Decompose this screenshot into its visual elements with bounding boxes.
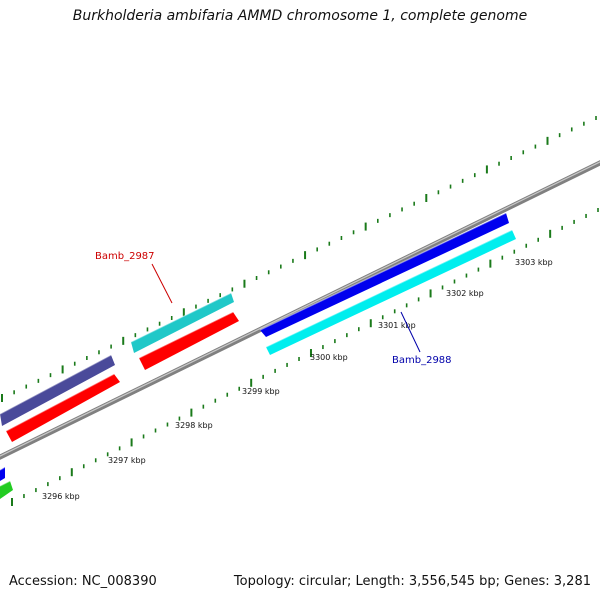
gene-blue-edge[interactable]: [0, 467, 5, 481]
tick-label-3303: 3303 kbp: [515, 258, 553, 267]
accession-text: Accession: NC_008390: [9, 574, 157, 589]
tick-label-3298: 3298 kbp: [175, 421, 213, 430]
chromosome-backbone: [0, 160, 600, 460]
gene-slate-left[interactable]: [0, 355, 115, 426]
tick-label-3297: 3297 kbp: [108, 456, 146, 465]
bamb-2988-label[interactable]: Bamb_2988: [392, 355, 452, 366]
gene-slate-left-highlight: [0, 354, 112, 415]
gene-cyan-mid[interactable]: [131, 293, 234, 353]
gene-bamb-2987[interactable]: [139, 312, 239, 370]
inner-tick-marks: [11, 208, 599, 506]
gene-red-left[interactable]: [6, 374, 120, 442]
gene-bamb-2988[interactable]: [266, 230, 516, 355]
gene-cyan-mid-highlight: [130, 292, 232, 343]
tick-label-3302: 3302 kbp: [446, 289, 484, 298]
bamb-2987-leader-line: [151, 263, 173, 304]
gene-red-left-highlight: [5, 373, 115, 432]
outer-tick-marks: [1, 116, 597, 402]
bamb-2987-label[interactable]: Bamb_2987: [95, 251, 155, 262]
tick-label-3296: 3296 kbp: [42, 492, 80, 501]
tick-label-3301: 3301 kbp: [378, 321, 416, 330]
bamb-2988-leader-line: [400, 311, 421, 353]
backbone-highlight: [0, 161, 600, 457]
gene-green-edge-highlight: [0, 480, 11, 487]
feature-labels: Bamb_2987 Bamb_2988: [95, 251, 452, 366]
backbone-line: [0, 160, 600, 460]
gene-blue-edge-highlight: [0, 466, 6, 471]
genome-summary-text: Topology: circular; Length: 3,556,545 bp…: [233, 574, 591, 589]
gene-bamb-2987-highlight: [138, 311, 234, 359]
tick-label-3300: 3300 kbp: [310, 353, 348, 362]
gene-blue-right[interactable]: [260, 213, 509, 337]
gene-features: [0, 212, 516, 499]
tick-label-3299: 3299 kbp: [242, 387, 280, 396]
map-title: Burkholderia ambifaria AMMD chromosome 1…: [72, 8, 528, 24]
gene-green-edge[interactable]: [0, 481, 13, 499]
gene-bamb-2988-highlight: [265, 229, 513, 348]
gene-blue-right-highlight: [259, 212, 507, 331]
tick-labels: 3296 kbp 3297 kbp 3298 kbp 3299 kbp 3300…: [42, 258, 553, 501]
